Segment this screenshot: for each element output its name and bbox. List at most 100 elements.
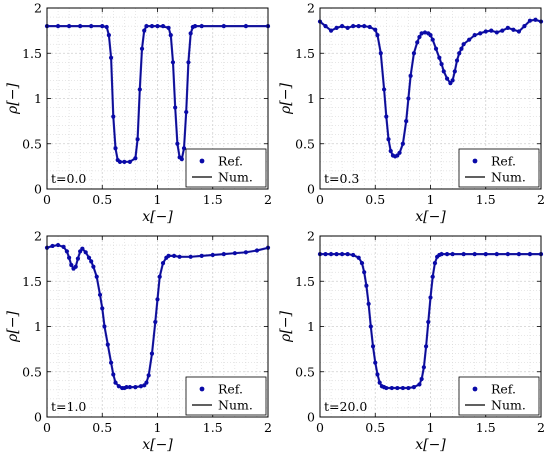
data-point-ref [91,264,96,269]
legend-label-num: Num. [218,170,253,185]
data-point-ref [175,141,180,146]
data-point-ref [450,78,455,83]
data-point-ref [375,372,380,377]
x-tick-label: 2 [537,420,545,435]
data-point-ref [106,33,111,38]
data-point-ref [505,252,510,257]
data-point-ref [160,24,166,29]
y-tick-label: 1 [34,91,42,106]
data-point-ref [404,119,409,124]
data-point-ref [428,33,433,38]
y-tick-label: 0.5 [295,136,315,151]
legend-marker-ref [199,386,205,392]
data-point-ref [411,51,417,56]
legend: Ref.Num. [185,148,267,188]
data-point-ref [177,254,182,259]
data-point-ref [437,55,442,60]
y-axis-label: ρ[−] [278,83,294,115]
x-tick-label: 0.5 [92,420,112,435]
legend-box [458,376,540,416]
data-point-ref [142,28,147,33]
data-point-ref [421,365,426,370]
time-label: t=0.3 [324,171,359,186]
data-point-ref [254,248,260,253]
data-point-ref [75,256,81,261]
data-point-ref [133,385,138,390]
y-tick-label: 1.5 [22,46,42,61]
data-point-ref [439,62,444,67]
data-point-ref [166,25,171,31]
data-point-ref [472,33,477,38]
data-point-ref [127,385,132,390]
data-point-ref [439,252,444,257]
legend: Ref.Num. [185,376,267,416]
x-axis-label: x[−] [415,209,446,225]
y-tick-label: 1.5 [22,274,42,289]
x-tick-label: 0.5 [365,192,385,207]
data-point-ref [411,385,417,390]
data-point-ref [67,24,72,29]
x-tick-label: 2 [264,192,272,207]
data-point-ref [397,150,402,155]
data-point-ref [55,242,61,248]
legend-box [185,148,267,188]
y-tick-label: 0 [34,182,42,197]
data-point-ref [328,252,334,257]
legend-label-ref: Ref. [491,382,516,397]
data-point-ref [467,37,472,42]
y-tick-label: 1 [34,319,42,334]
data-point-ref [400,385,405,391]
data-point-ref [356,24,361,29]
data-point-ref [328,28,334,33]
data-point-ref [527,18,533,23]
data-point-ref [89,24,94,29]
data-point-ref [113,380,118,385]
chart-panel-4: 0 0.5 1 1.5 2 0 0.5 1 1.5 2 x[−] ρ[−] t=20.0 Ref.Num. [278,229,545,454]
data-point-ref [100,24,105,29]
data-point-ref [67,255,72,260]
data-point-ref [153,319,158,325]
data-point-ref [173,105,178,110]
data-point-ref [417,34,422,40]
data-point-ref [478,31,483,36]
x-tick-label: 2 [264,420,272,435]
data-point-ref [364,283,369,288]
data-point-ref [494,30,499,35]
data-point-ref [356,255,361,260]
x-tick-label: 1 [154,192,162,207]
data-point-ref [461,42,466,47]
data-point-ref [149,24,155,29]
data-point-ref [389,385,394,391]
data-point-ref [102,324,107,329]
data-point-ref [243,24,248,29]
data-point-ref [73,264,78,269]
y-tick-label: 2 [34,229,42,244]
data-point-ref [459,46,464,51]
x-tick-label: 1.5 [476,192,496,207]
data-point-ref [423,344,429,349]
data-point-ref [188,31,193,36]
y-tick-label: 1.5 [295,46,315,61]
data-point-ref [122,159,127,164]
data-point-ref [340,24,345,29]
x-tick-label: 0 [43,192,51,207]
x-tick-label: 0.5 [365,420,385,435]
data-point-ref [533,17,538,22]
data-point-ref [516,29,522,34]
time-label: t=1.0 [51,399,86,414]
data-point-ref [50,243,55,249]
data-point-ref [111,114,116,119]
data-point-ref [171,253,177,259]
x-tick-label: 0 [316,192,324,207]
data-point-ref [527,252,533,257]
time-label: t=0.0 [51,171,86,186]
x-axis-label: x[−] [142,209,173,225]
x-axis-label: x[−] [415,437,446,453]
data-point-ref [146,373,151,378]
data-point-ref [124,385,129,390]
x-axis-label: x[−] [142,437,173,453]
legend-label-ref: Ref. [491,154,516,169]
x-tick-label: 0 [43,420,51,435]
data-point-ref [444,252,450,257]
data-point-ref [377,380,382,385]
